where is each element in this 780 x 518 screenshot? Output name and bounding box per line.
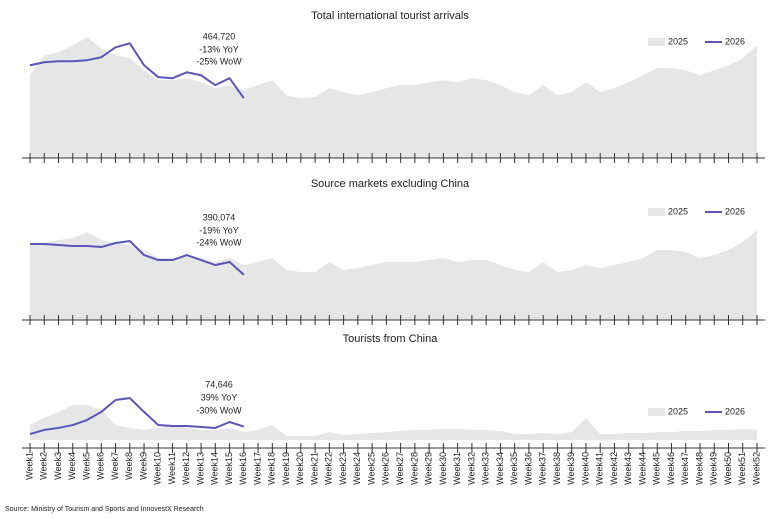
- annotation: -30% WoW: [196, 405, 242, 415]
- x-tick-label: Week52: [751, 452, 761, 485]
- annotation: 390,074: [203, 212, 236, 222]
- legend-swatch: [648, 38, 665, 46]
- x-tick-label: Week50: [723, 452, 733, 485]
- x-tick-label: Week9: [138, 452, 148, 480]
- legend-label: 2026: [725, 36, 745, 46]
- x-tick-label: Week10: [153, 452, 163, 485]
- x-tick-label: Week30: [438, 452, 448, 485]
- x-tick-label: Week41: [595, 452, 605, 485]
- x-tick-label: Week1: [24, 452, 34, 480]
- legend-label: 2025: [668, 36, 688, 46]
- x-tick-label: Week36: [523, 452, 533, 485]
- x-tick-label: Week42: [609, 452, 619, 485]
- x-tick-label: Week21: [309, 452, 319, 485]
- x-tick-label: Week18: [267, 452, 277, 485]
- x-tick-label: Week25: [366, 452, 376, 485]
- x-tick-label: Week8: [124, 452, 134, 480]
- x-tick-label: Week26: [381, 452, 391, 485]
- x-tick-label: Week29: [424, 452, 434, 485]
- chart-title: Source markets excluding China: [311, 178, 470, 190]
- x-tick-label: Week38: [552, 452, 562, 485]
- area-2025: [30, 405, 757, 440]
- legend-swatch: [648, 208, 665, 216]
- x-tick-label: Week39: [566, 452, 576, 485]
- x-tick-label: Week2: [39, 452, 49, 480]
- x-tick-label: Week35: [509, 452, 519, 485]
- x-tick-label: Week17: [252, 452, 262, 485]
- annotation: -25% WoW: [196, 56, 242, 66]
- x-tick-label: Week23: [338, 452, 348, 485]
- source: Source: Ministry of Tourism and Sports a…: [5, 506, 204, 513]
- x-tick-label: Week24: [352, 452, 362, 485]
- x-tick-label: Week28: [409, 452, 419, 485]
- chart-title: Total international tourist arrivals: [311, 10, 469, 22]
- legend-label: 2025: [668, 406, 688, 416]
- x-tick-label: Week15: [224, 452, 234, 485]
- x-tick-label: Week27: [395, 452, 405, 485]
- legend-label: 2025: [668, 206, 688, 216]
- x-tick-label: Week49: [709, 452, 719, 485]
- line-2026: [29, 397, 245, 436]
- x-tick-label: Week47: [680, 452, 690, 485]
- annotation: 74,646: [205, 379, 233, 389]
- annotation: 39% YoY: [201, 392, 238, 402]
- annotation: -19% YoY: [199, 225, 239, 235]
- x-tick-label: Week4: [67, 452, 77, 480]
- x-tick-label: Week46: [666, 452, 676, 485]
- area-2025: [30, 37, 757, 158]
- x-tick-label: Week20: [295, 452, 305, 485]
- x-tick-label: Week51: [737, 452, 747, 485]
- legend-swatch: [648, 408, 665, 416]
- area-2025: [30, 229, 757, 320]
- x-tick-label: Week5: [81, 452, 91, 480]
- x-tick-label: Week14: [210, 452, 220, 485]
- x-tick-label: Week3: [53, 452, 63, 480]
- x-tick-label: Week48: [694, 452, 704, 485]
- x-tick-label: Week19: [281, 452, 291, 485]
- x-tick-label: Week37: [538, 452, 548, 485]
- x-tick-label: Week40: [580, 452, 590, 485]
- x-tick-label: Week45: [652, 452, 662, 485]
- legend-label: 2026: [725, 206, 745, 216]
- legend-label: 2026: [725, 406, 745, 416]
- x-tick-label: Week11: [167, 452, 177, 484]
- annotation: 464,720: [203, 31, 236, 41]
- x-tick-label: Week34: [495, 452, 505, 485]
- x-tick-label: Week44: [637, 452, 647, 485]
- x-tick-label: Week6: [96, 452, 106, 480]
- x-tick-label: Week12: [181, 452, 191, 485]
- x-tick-label: Week32: [466, 452, 476, 485]
- line-2026: [30, 240, 245, 276]
- x-tick-label: Week16: [238, 452, 248, 485]
- x-tick-label: Week43: [623, 452, 633, 485]
- annotation: -24% WoW: [196, 237, 242, 247]
- line-2026: [29, 42, 245, 99]
- x-tick-label: Week22: [324, 452, 334, 485]
- x-tick-label: Week13: [195, 452, 205, 485]
- x-tick-label: Week33: [481, 452, 491, 485]
- x-tick-label: Week7: [110, 452, 120, 480]
- annotation: -13% YoY: [199, 44, 239, 54]
- chart-title: Tourists from China: [343, 333, 439, 345]
- x-tick-label: Week31: [452, 452, 462, 485]
